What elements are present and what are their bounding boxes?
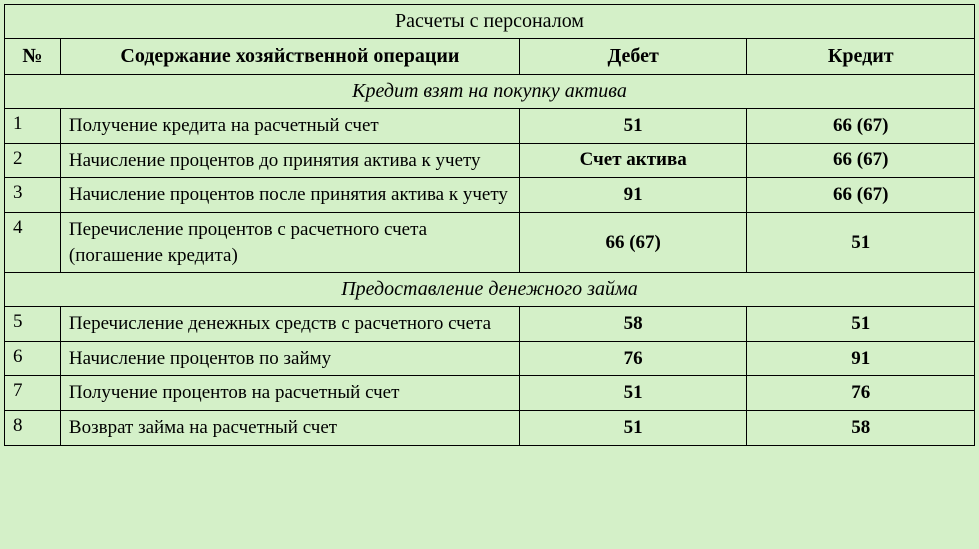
cell-debit: 66 (67) xyxy=(519,212,747,272)
cell-desc: Начисление процентов после принятия акти… xyxy=(60,178,519,213)
cell-num: 3 xyxy=(5,178,61,213)
cell-credit: 91 xyxy=(747,341,975,376)
cell-credit: 58 xyxy=(747,411,975,446)
section-title-2: Предоставление денежного займа xyxy=(5,273,975,307)
cell-credit: 51 xyxy=(747,212,975,272)
table-row: 4 Перечисление процентов с расчетного сч… xyxy=(5,212,975,272)
cell-desc: Получение кредита на расчетный счет xyxy=(60,109,519,144)
accounting-table: Расчеты с персоналом № Содержание хозяйс… xyxy=(4,4,975,446)
header-num: № xyxy=(5,39,61,75)
cell-credit: 51 xyxy=(747,307,975,342)
header-debit: Дебет xyxy=(519,39,747,75)
table-title-row: Расчеты с персоналом xyxy=(5,5,975,39)
cell-desc: Получение процентов на расчетный счет xyxy=(60,376,519,411)
cell-desc: Начисление процентов по займу xyxy=(60,341,519,376)
cell-credit: 76 xyxy=(747,376,975,411)
cell-desc: Перечисление денежных средств с расчетно… xyxy=(60,307,519,342)
section-row-1: Кредит взят на покупку актива xyxy=(5,75,975,109)
cell-credit: 66 (67) xyxy=(747,109,975,144)
cell-debit: 58 xyxy=(519,307,747,342)
table-row: 8 Возврат займа на расчетный счет 51 58 xyxy=(5,411,975,446)
cell-desc: Перечисление процентов с расчетного счет… xyxy=(60,212,519,272)
cell-debit: Счет актива xyxy=(519,143,747,178)
cell-debit: 91 xyxy=(519,178,747,213)
header-description: Содержание хозяйственной операции xyxy=(60,39,519,75)
cell-debit: 76 xyxy=(519,341,747,376)
section-row-2: Предоставление денежного займа xyxy=(5,273,975,307)
cell-num: 1 xyxy=(5,109,61,144)
cell-desc: Возврат займа на расчетный счет xyxy=(60,411,519,446)
table-title: Расчеты с персоналом xyxy=(5,5,975,39)
cell-num: 5 xyxy=(5,307,61,342)
cell-credit: 66 (67) xyxy=(747,143,975,178)
table-row: 2 Начисление процентов до принятия актив… xyxy=(5,143,975,178)
table-row: 3 Начисление процентов после принятия ак… xyxy=(5,178,975,213)
table-row: 5 Перечисление денежных средств с расчет… xyxy=(5,307,975,342)
cell-num: 6 xyxy=(5,341,61,376)
header-credit: Кредит xyxy=(747,39,975,75)
cell-num: 8 xyxy=(5,411,61,446)
cell-num: 4 xyxy=(5,212,61,272)
cell-debit: 51 xyxy=(519,109,747,144)
cell-debit: 51 xyxy=(519,411,747,446)
cell-debit: 51 xyxy=(519,376,747,411)
table-header-row: № Содержание хозяйственной операции Дебе… xyxy=(5,39,975,75)
cell-num: 2 xyxy=(5,143,61,178)
table-row: 6 Начисление процентов по займу 76 91 xyxy=(5,341,975,376)
section-title-1: Кредит взят на покупку актива xyxy=(5,75,975,109)
table-row: 1 Получение кредита на расчетный счет 51… xyxy=(5,109,975,144)
cell-num: 7 xyxy=(5,376,61,411)
cell-desc: Начисление процентов до принятия актива … xyxy=(60,143,519,178)
table-row: 7 Получение процентов на расчетный счет … xyxy=(5,376,975,411)
cell-credit: 66 (67) xyxy=(747,178,975,213)
